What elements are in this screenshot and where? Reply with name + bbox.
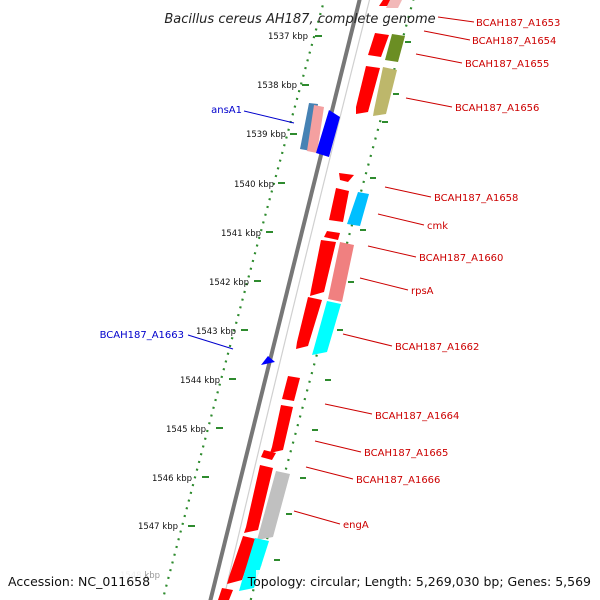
position-label: 1546 kbp bbox=[152, 474, 192, 484]
gene-arrow bbox=[324, 231, 340, 240]
gene-label: BCAH187_A1665 bbox=[364, 448, 448, 459]
footer-backdrop-right bbox=[256, 570, 596, 592]
genome-backbone bbox=[208, 0, 362, 600]
gene-arrow bbox=[239, 538, 269, 591]
gene-labels: BCAH187_A1653 BCAH187_A1654 BCAH187_A165… bbox=[100, 18, 561, 531]
position-label: 1545 kbp bbox=[166, 425, 206, 435]
gene-label: cmk bbox=[427, 221, 448, 232]
gene-arrow bbox=[373, 67, 397, 116]
position-label: 1542 kbp bbox=[209, 278, 249, 288]
gene-arrow bbox=[386, 0, 402, 8]
accession-label: Accession: NC_011658 bbox=[8, 574, 150, 589]
kbp-ruler-track bbox=[161, 0, 326, 600]
gene-arrow bbox=[307, 105, 324, 153]
position-label: 1541 kbp bbox=[221, 229, 261, 239]
gene-arrow bbox=[312, 301, 341, 355]
map-title: Bacillus cereus AH187, complete genome bbox=[164, 12, 435, 27]
gene-label: BCAH187_A1664 bbox=[375, 411, 459, 422]
gene-label: BCAH187_A1660 bbox=[419, 253, 503, 264]
position-label: 1547 kbp bbox=[138, 522, 178, 532]
gene-arrow bbox=[339, 173, 354, 182]
gene-label: BCAH187_A1658 bbox=[434, 193, 518, 204]
position-label: 1537 kbp bbox=[268, 32, 308, 42]
forward-orfs bbox=[218, 0, 394, 600]
gene-label: ansA1 bbox=[211, 105, 242, 116]
position-label: 1539 kbp bbox=[246, 130, 286, 140]
gene-arrow bbox=[385, 34, 405, 62]
outer-track-ticks bbox=[274, 41, 411, 561]
gene-label: BCAH187_A1654 bbox=[472, 36, 556, 47]
gene-arrow bbox=[244, 465, 273, 533]
position-label: 1538 kbp bbox=[257, 81, 297, 91]
gene-label: BCAH187_A1663 bbox=[100, 330, 184, 341]
gene-arrow bbox=[227, 536, 256, 584]
gene-arrow bbox=[296, 297, 322, 349]
gene-arrow bbox=[257, 471, 290, 540]
colored-orfs bbox=[239, 0, 405, 591]
gene-arrow bbox=[329, 188, 349, 222]
outer-guide-arc bbox=[222, 0, 371, 600]
topology-label: Topology: circular; Length: 5,269,030 bp… bbox=[247, 574, 591, 589]
gene-arrow bbox=[270, 405, 293, 453]
gene-arrow bbox=[261, 450, 276, 460]
gene-arrow bbox=[282, 376, 300, 401]
gene-arrow bbox=[347, 192, 369, 226]
gene-arrow bbox=[356, 66, 380, 114]
footer-backdrop-left bbox=[4, 570, 144, 592]
gene-arrow bbox=[316, 110, 340, 157]
gene-arrow bbox=[218, 588, 233, 600]
gene-label: BCAH187_A1655 bbox=[465, 59, 549, 70]
gene-label: BCAH187_A1656 bbox=[455, 103, 539, 114]
gene-arrow bbox=[261, 356, 275, 365]
gene-arrow bbox=[310, 240, 336, 296]
gene-arrow bbox=[328, 242, 354, 302]
gene-arrow bbox=[368, 33, 389, 57]
position-label: 1543 kbp bbox=[196, 327, 236, 337]
gene-label: BCAH187_A1666 bbox=[356, 475, 440, 486]
label-connectors bbox=[187, 16, 475, 525]
reverse-orfs bbox=[261, 103, 340, 365]
gene-label: rpsA bbox=[411, 286, 434, 297]
gene-label: BCAH187_A1662 bbox=[395, 342, 479, 353]
position-label: 1544 kbp bbox=[180, 376, 220, 386]
gene-label: engA bbox=[343, 520, 369, 531]
gene-label: BCAH187_A1653 bbox=[476, 18, 560, 29]
position-label: 1540 kbp bbox=[234, 180, 274, 190]
